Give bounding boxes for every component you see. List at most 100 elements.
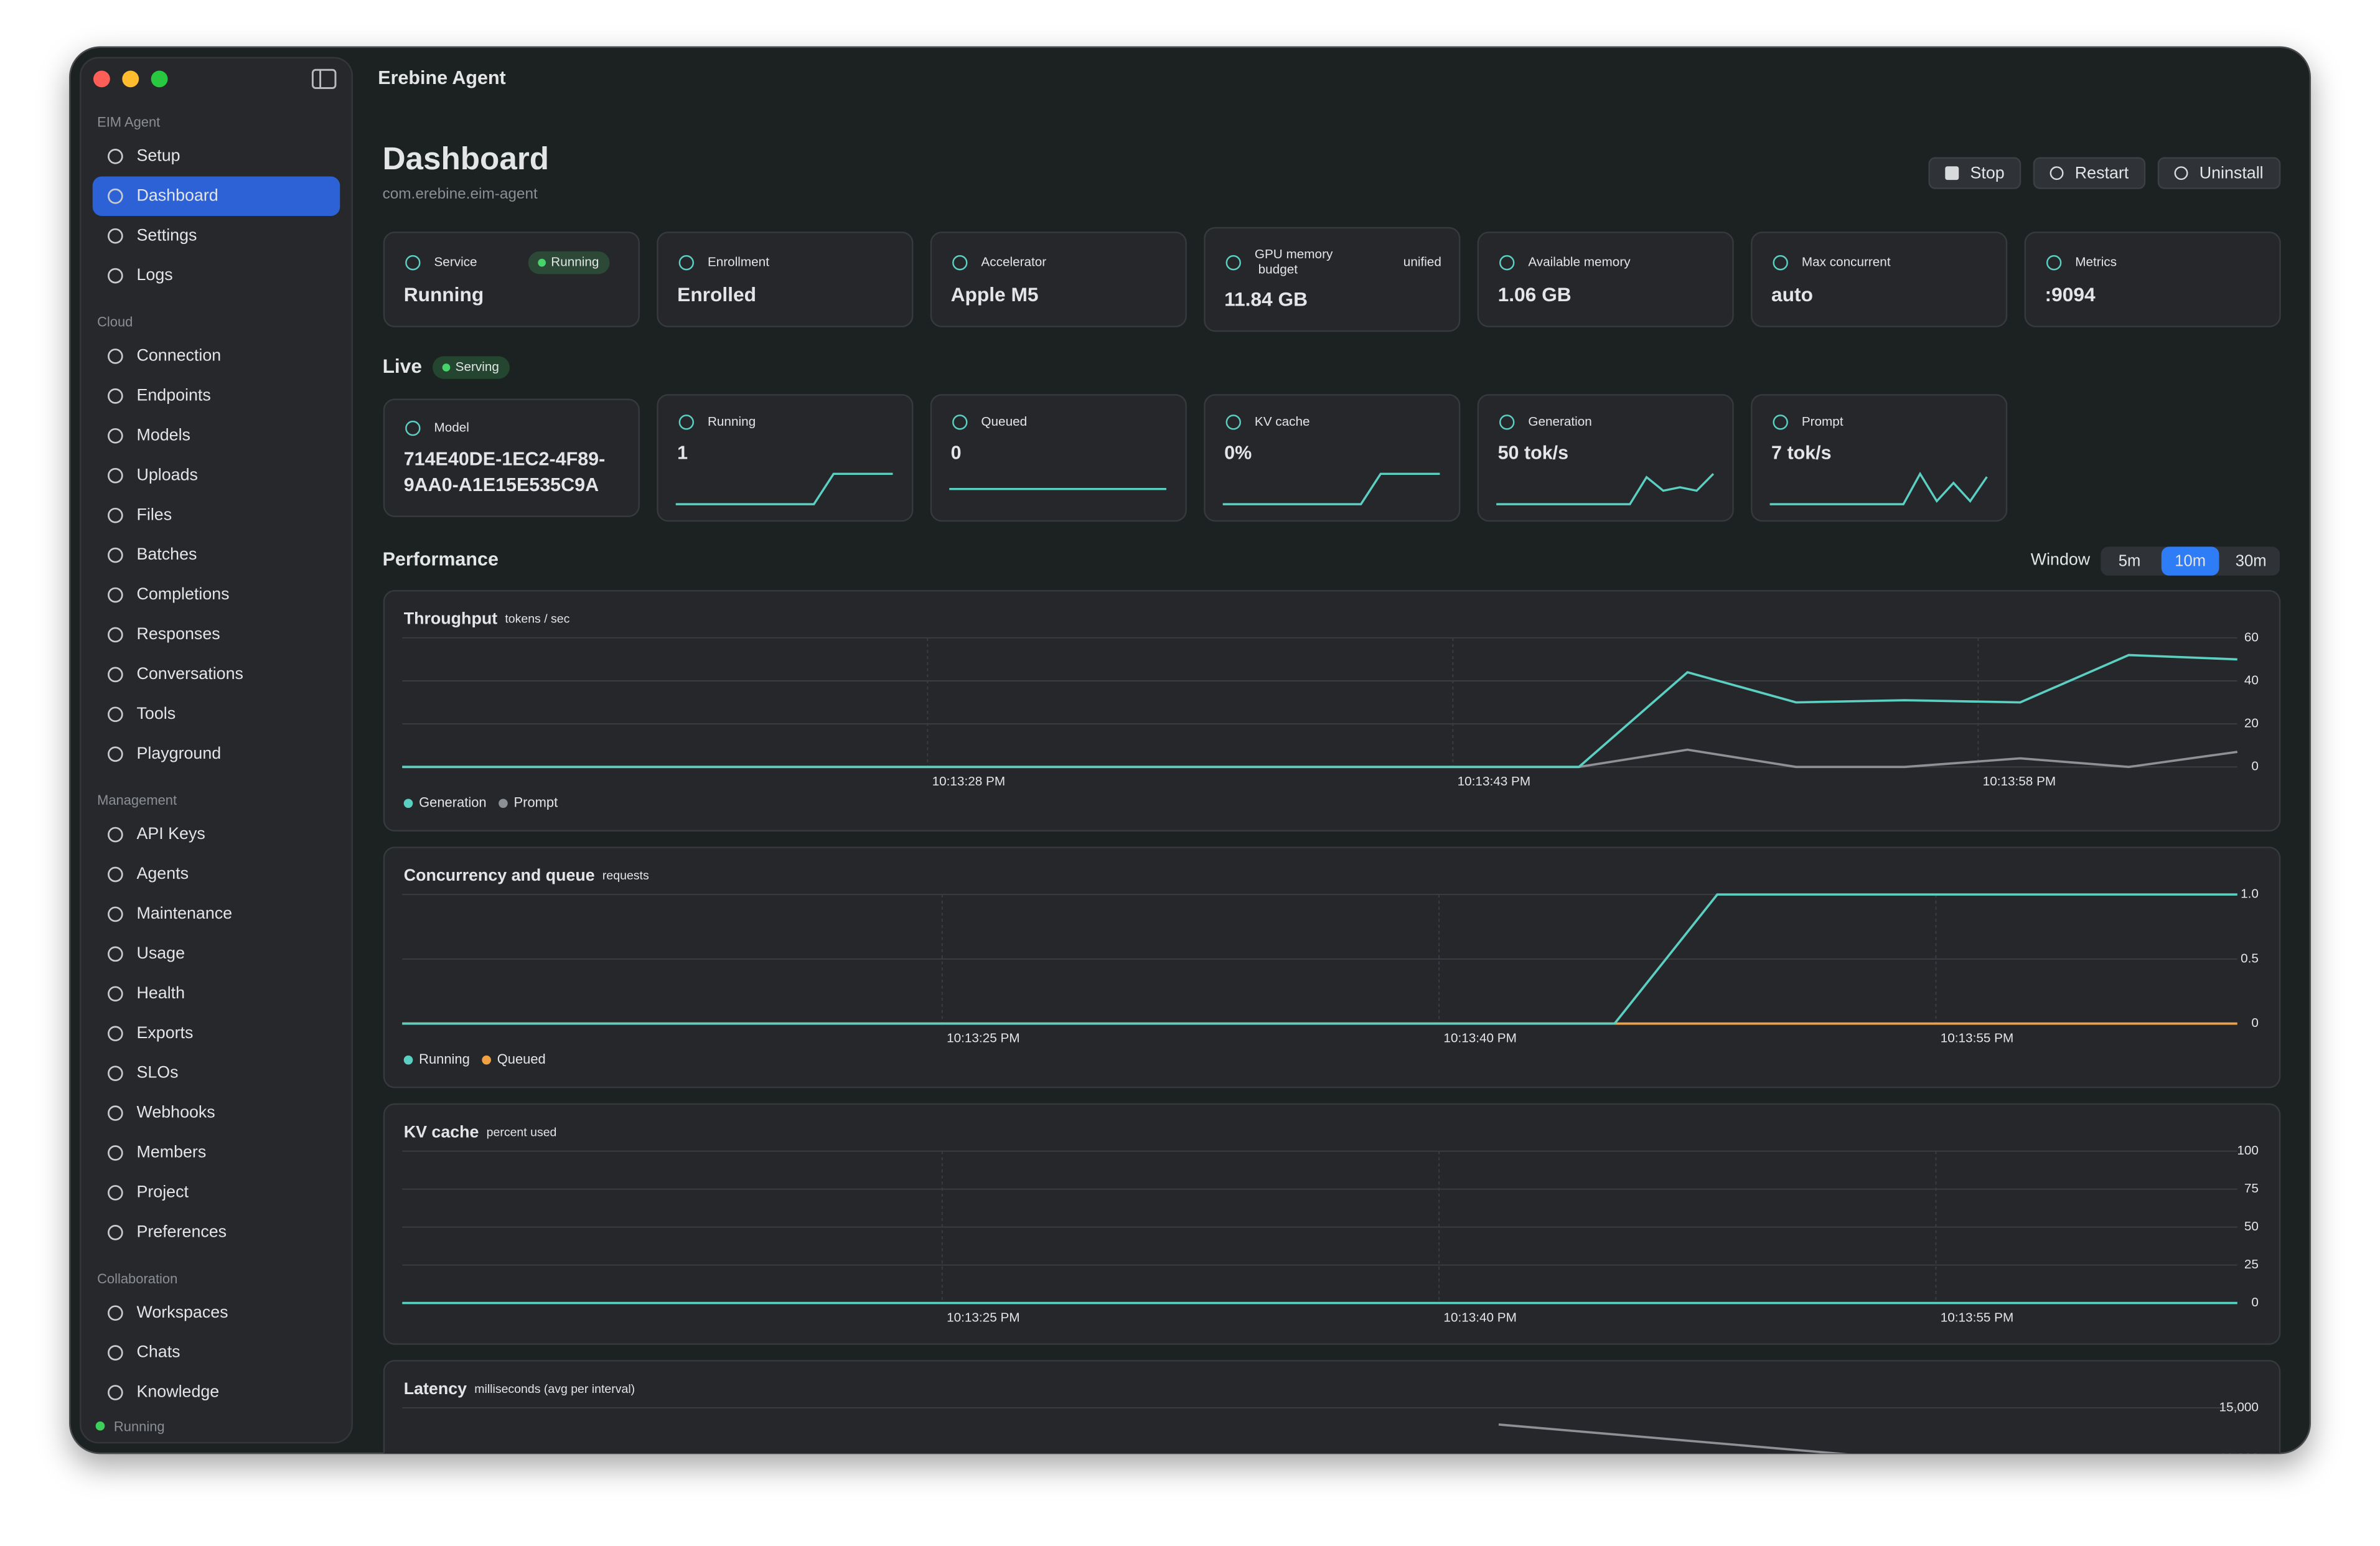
sidebar-icon bbox=[108, 547, 123, 563]
x-tick-label: 10:13:40 PM bbox=[1443, 1031, 1516, 1045]
sidebar-item[interactable]: Tools bbox=[136, 704, 176, 723]
sidebar-item[interactable]: Usage bbox=[136, 944, 185, 962]
sidebar-item[interactable]: Playground bbox=[136, 744, 221, 762]
sidebar-item[interactable]: Webhooks bbox=[136, 1103, 215, 1122]
sidebar-item[interactable]: Exports bbox=[136, 1023, 193, 1042]
status-card bbox=[1477, 232, 1734, 327]
sidebar-item[interactable]: Files bbox=[136, 505, 172, 523]
sidebar-item-selected bbox=[92, 176, 340, 216]
status-card bbox=[1204, 227, 1461, 332]
sidebar-item[interactable]: Conversations bbox=[136, 664, 243, 683]
sidebar-icon bbox=[108, 1066, 123, 1081]
segment-label[interactable]: 10m bbox=[2175, 553, 2206, 570]
sidebar-item[interactable]: Dashboard bbox=[136, 185, 218, 204]
close-button[interactable] bbox=[93, 70, 110, 88]
sparkline bbox=[1769, 471, 1988, 505]
series-line bbox=[402, 893, 2237, 1025]
button-icon bbox=[1945, 166, 1959, 180]
sidebar-item[interactable]: Maintenance bbox=[136, 904, 232, 922]
badge bbox=[433, 356, 510, 379]
sidebar-item[interactable]: Setup bbox=[136, 146, 180, 164]
card-label: Enrollment bbox=[708, 255, 769, 269]
sidebar-item[interactable]: Preferences bbox=[136, 1222, 227, 1240]
sidebar-item[interactable]: SLOs bbox=[136, 1063, 178, 1082]
sidebar-item[interactable]: Connection bbox=[136, 346, 221, 365]
card-icon bbox=[405, 420, 421, 436]
y-tick-label: 40 bbox=[2244, 673, 2259, 687]
segment-label[interactable]: 30m bbox=[2236, 553, 2267, 570]
y-tick-label: 0 bbox=[2251, 759, 2259, 774]
live-card bbox=[930, 394, 1187, 522]
sidebar bbox=[80, 57, 354, 1444]
card-label: Generation bbox=[1528, 415, 1591, 429]
sidebar-item[interactable]: Logs bbox=[136, 265, 172, 284]
card-icon bbox=[405, 255, 421, 271]
card-icon bbox=[1773, 415, 1788, 430]
button-label[interactable]: Restart bbox=[2075, 163, 2129, 182]
card-label: Available memory bbox=[1528, 255, 1631, 269]
sidebar-item[interactable]: Uploads bbox=[136, 465, 197, 484]
sidebar-item[interactable]: API Keys bbox=[136, 824, 205, 843]
sidebar-icon bbox=[108, 706, 123, 723]
sidebar-icon bbox=[108, 746, 123, 762]
card-icon bbox=[1499, 255, 1515, 271]
x-tick-label: 10:13:25 PM bbox=[947, 1310, 1019, 1324]
y-tick-label: 50 bbox=[2244, 1219, 2259, 1234]
window-title: Erebine Agent bbox=[378, 67, 505, 88]
sidebar-item[interactable]: Agents bbox=[136, 864, 189, 883]
sidebar-icon bbox=[108, 667, 123, 683]
x-tick-label: 10:13:55 PM bbox=[1941, 1031, 2013, 1045]
chart-panel bbox=[383, 589, 2281, 832]
sidebar-item[interactable]: Responses bbox=[136, 624, 220, 643]
sidebar-icon bbox=[108, 1185, 123, 1201]
sidebar-icon bbox=[108, 587, 123, 603]
card-icon bbox=[1499, 415, 1515, 430]
y-tick-label: 20 bbox=[2244, 716, 2259, 731]
sidebar-icon bbox=[108, 986, 123, 1002]
zoom-button[interactable] bbox=[151, 70, 168, 88]
card-value: Enrolled bbox=[677, 283, 756, 306]
button[interactable] bbox=[2033, 157, 2146, 189]
minimize-button[interactable] bbox=[122, 70, 139, 88]
performance-title: Performance bbox=[383, 548, 499, 569]
sidebar-icon bbox=[108, 149, 123, 164]
chart-subtitle: tokens / sec bbox=[505, 612, 569, 626]
sidebar-item[interactable]: Health bbox=[136, 983, 185, 1002]
chart-title: Throughput bbox=[404, 609, 498, 628]
sidebar-item[interactable]: Knowledge bbox=[136, 1382, 219, 1401]
sidebar-item[interactable]: Endpoints bbox=[136, 385, 210, 404]
sidebar-section-label: Management bbox=[97, 792, 177, 808]
chart-title: Concurrency and queue bbox=[404, 866, 595, 884]
sidebar-item[interactable]: Chats bbox=[136, 1342, 180, 1361]
sidebar-icon bbox=[108, 188, 123, 204]
button[interactable] bbox=[2157, 157, 2281, 189]
status-card bbox=[2024, 232, 2281, 327]
card-value: 7 tok/s bbox=[1771, 443, 1832, 464]
card-label: Max concurrent bbox=[1802, 255, 1891, 269]
button-label[interactable]: Stop bbox=[1970, 163, 2005, 182]
badge-label: Serving bbox=[456, 360, 499, 374]
segment-label[interactable]: 5m bbox=[2119, 553, 2141, 570]
sidebar-item[interactable]: Members bbox=[136, 1143, 206, 1161]
card-label: GPU memory budget bbox=[1255, 247, 1333, 276]
chart-title: Latency bbox=[404, 1379, 467, 1398]
badge bbox=[528, 251, 610, 274]
sidebar-item[interactable]: Completions bbox=[136, 584, 229, 603]
card-label: Running bbox=[708, 415, 756, 429]
sidebar-item[interactable]: Settings bbox=[136, 225, 197, 244]
button[interactable] bbox=[1928, 157, 2022, 189]
button-icon bbox=[2174, 166, 2188, 180]
sidebar-icon bbox=[108, 1345, 123, 1361]
button-label[interactable]: Uninstall bbox=[2200, 163, 2264, 182]
sidebar-item[interactable]: Models bbox=[136, 425, 190, 444]
sidebar-status: Running bbox=[114, 1418, 165, 1434]
sidebar-item[interactable]: Batches bbox=[136, 545, 197, 563]
legend-dot bbox=[499, 799, 508, 808]
sidebar-item[interactable]: Workspaces bbox=[136, 1303, 228, 1321]
sidebar-item[interactable]: Project bbox=[136, 1183, 189, 1201]
card-label: Metrics bbox=[2075, 255, 2117, 269]
sidebar-icon bbox=[108, 1105, 123, 1121]
y-tick-label: 0 bbox=[2251, 1016, 2259, 1030]
sidebar-icon bbox=[108, 1026, 123, 1042]
sidebar-toggle[interactable] bbox=[311, 68, 337, 89]
